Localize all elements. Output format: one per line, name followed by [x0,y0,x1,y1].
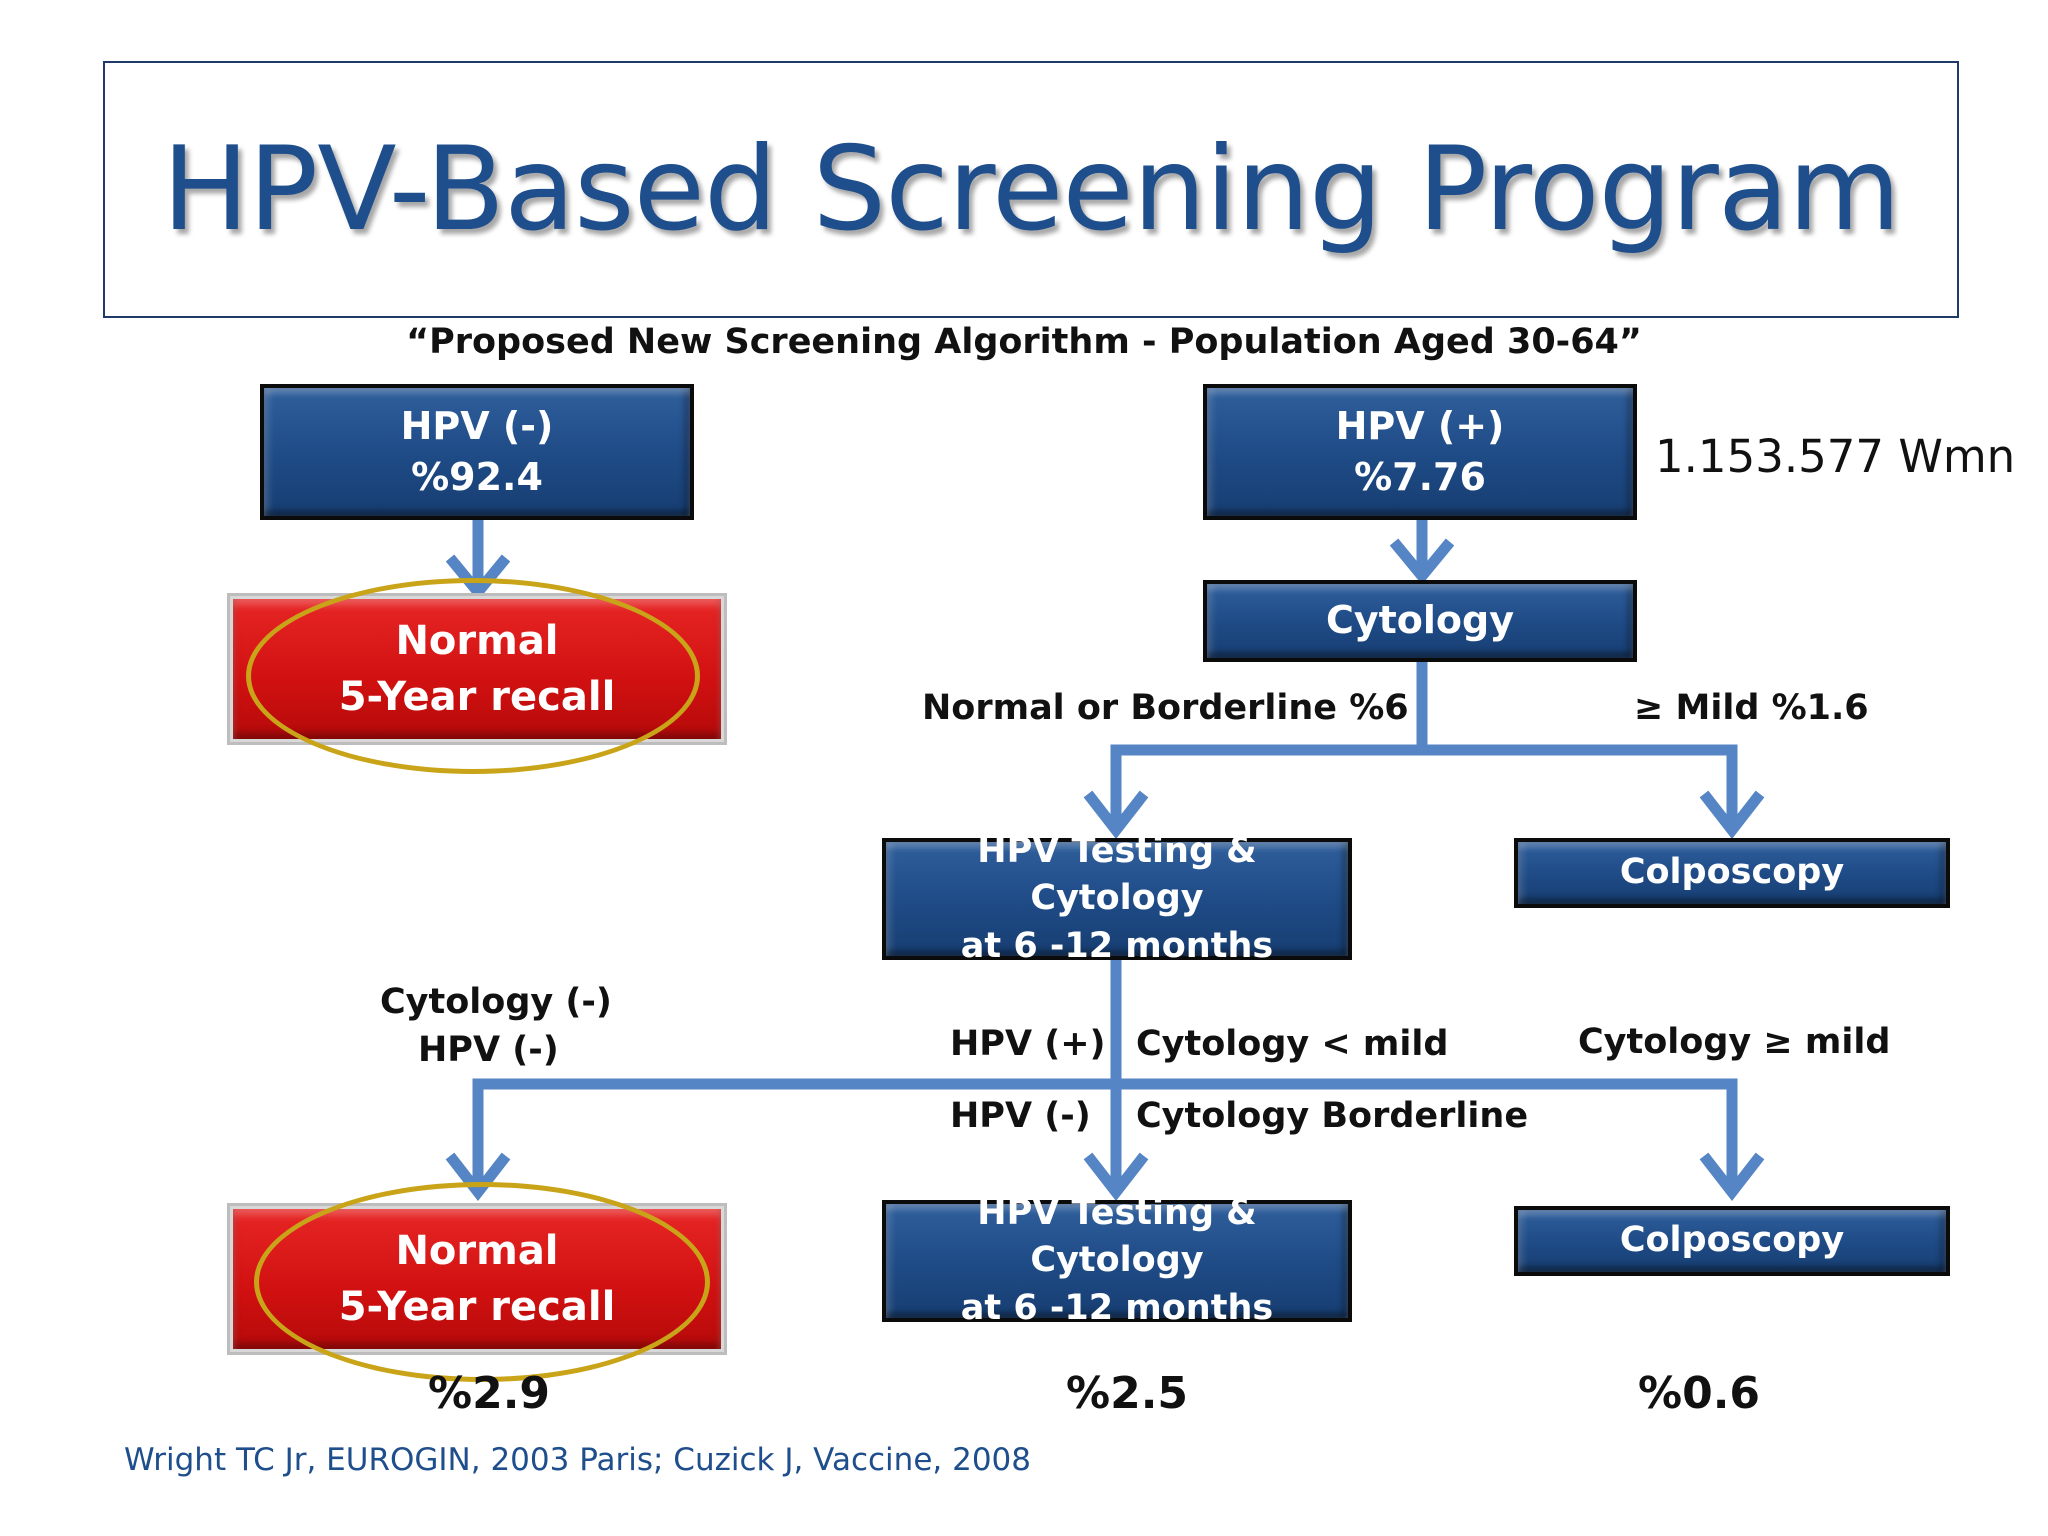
arrowhead-to-normal-bottom [445,1152,511,1201]
normal-recall-bottom-line2: 5-Year recall [338,1284,616,1330]
connector-cytology-split [1110,744,1738,828]
outcome-right-percent: %0.6 [1638,1368,1761,1419]
connector-hpvtesting1-split [472,1078,1738,1188]
hpv-positive-box: HPV (+) %7.76 [1203,384,1637,520]
outcome-middle-percent: %2.5 [1066,1368,1189,1419]
normal-recall-bottom-line1: Normal [395,1228,559,1274]
hpv-positive-percent: %7.76 [1354,455,1486,499]
colposcopy-1-label: Colposcopy [1619,852,1845,893]
arrowhead-to-hpvtesting1 [1083,790,1149,839]
colposcopy-box-2: Colposcopy [1514,1206,1950,1276]
arrowhead-hpvneg-normal [445,554,511,601]
hpv-testing-2-line2: at 6 -12 months [960,1287,1274,1328]
arrowhead-hpvpos-cytology [1389,538,1455,585]
population-count: 1.153.577 Wmn [1655,430,2016,483]
hpv-testing-box-2: HPV Testing & Cytology at 6 -12 months [882,1193,1352,1328]
colposcopy-box-1: Colposcopy [1514,838,1950,908]
label-cytology-negative: Cytology (-) [380,982,612,1022]
label-cytology-borderline: Cytology Borderline [1136,1096,1529,1136]
outcome-left-percent: %2.9 [428,1368,551,1419]
hpv-negative-box: HPV (-) %92.4 [260,384,694,520]
cytology-label: Cytology [1325,598,1515,643]
page-title: HPV-Based Screening Program [162,122,1901,257]
arrowhead-to-colposcopy1 [1699,790,1765,839]
citation: Wright TC Jr, EUROGIN, 2003 Paris; Cuzic… [124,1442,1031,1478]
label-normal-or-borderline: Normal or Borderline %6 [922,688,1409,728]
arrowhead-to-hpvtesting2 [1083,1152,1149,1201]
cytology-box: Cytology [1203,580,1637,662]
arrowhead-to-colposcopy2 [1699,1152,1765,1201]
normal-recall-bottom-box: Normal 5-Year recall [230,1206,724,1352]
colposcopy-2-label: Colposcopy [1619,1220,1845,1261]
label-cytology-less-mild: Cytology < mild [1136,1024,1449,1064]
hpv-testing-box-1: HPV Testing & Cytology at 6 -12 months [882,831,1352,966]
hpv-negative-percent: %92.4 [411,455,543,499]
normal-recall-top-box: Normal 5-Year recall [230,596,724,742]
title-frame: HPV-Based Screening Program [103,61,1959,318]
label-hpv-positive-mid: HPV (+) [950,1024,1106,1064]
label-cytology-ge-mild: Cytology ≥ mild [1578,1022,1891,1062]
subtitle: “Proposed New Screening Algorithm - Popu… [406,322,1642,362]
label-hpv-negative-mid: HPV (-) [950,1096,1091,1136]
hpv-testing-2-line1: HPV Testing & Cytology [977,1193,1257,1281]
hpv-positive-label: HPV (+) [1335,403,1505,448]
hpv-negative-label: HPV (-) [400,403,554,448]
hpv-testing-1-line1: HPV Testing & Cytology [977,831,1257,919]
normal-recall-top-line2: 5-Year recall [338,674,616,720]
normal-recall-top-line1: Normal [395,618,559,664]
label-hpv-negative-left: HPV (-) [418,1030,559,1070]
hpv-testing-1-line2: at 6 -12 months [960,925,1274,966]
label-mild-or-more: ≥ Mild %1.6 [1634,688,1869,728]
